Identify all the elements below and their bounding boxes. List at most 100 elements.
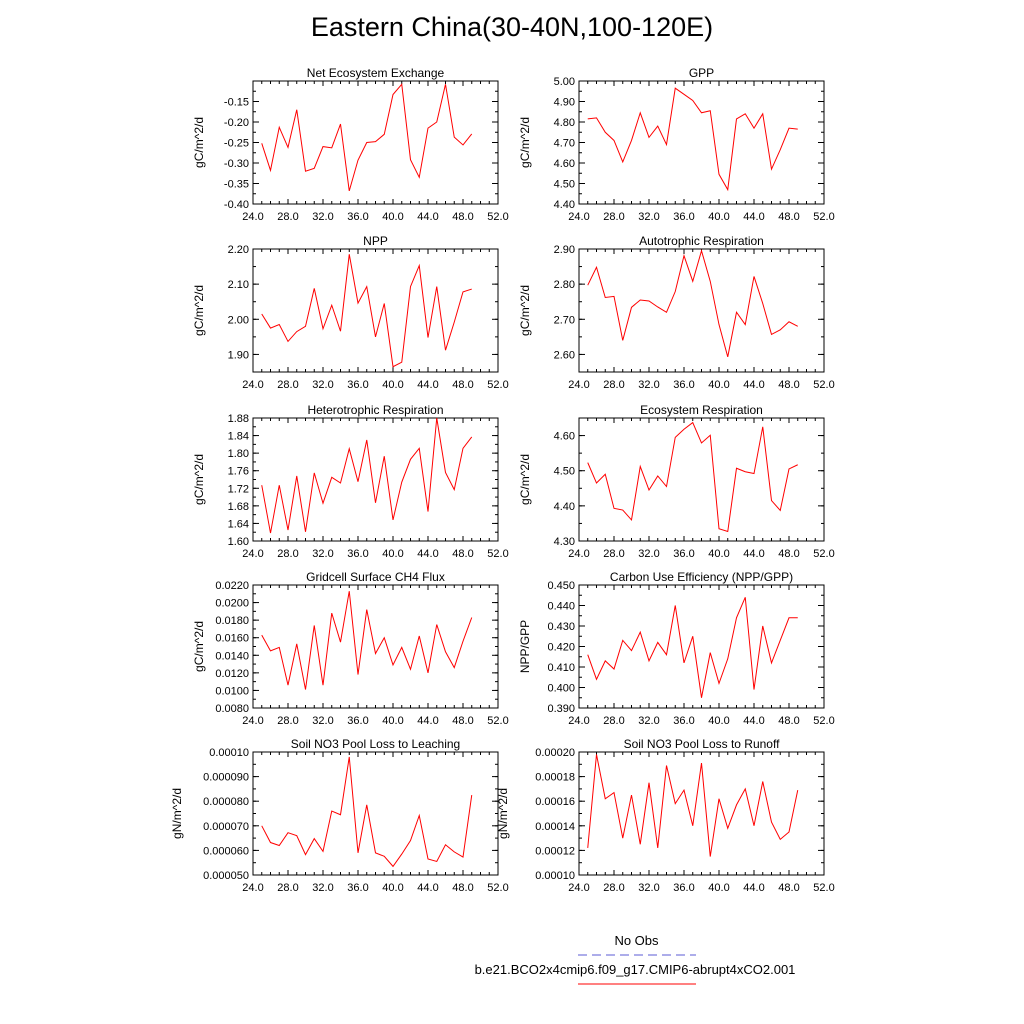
y-tick-label: 4.30 [554,536,575,548]
panel-gridcell-surface-ch4-flux: Gridcell Surface CH4 Flux gC/m^2/d 24.0 28.… [192,570,509,727]
y-tick-label: 0.000060 [203,845,249,857]
y-tick-label: 1.72 [228,483,249,495]
panel-title: Soil NO3 Pool Loss to Runoff [624,737,781,751]
x-tick-label: 32.0 [638,715,659,727]
x-tick-label: 44.0 [743,715,764,727]
x-tick-label: 28.0 [603,379,624,391]
x-tick-label: 52.0 [813,882,834,894]
x-tick-label: 32.0 [312,211,333,223]
legend-label-no-obs: No Obs [614,933,659,948]
panel-npp: NPP gC/m^2/d 24.0 28.0 32.0 36.0 40.0 44.0 48.0 5… [192,234,509,391]
y-tick-label: 4.50 [554,179,575,191]
x-tick-label: 28.0 [277,548,298,560]
y-tick-label: 2.80 [554,279,575,291]
plot-frame [252,80,499,205]
y-tick-label: -0.15 [224,97,249,109]
series-line [587,421,798,533]
y-tick-label: -0.35 [224,179,249,191]
series-line [587,597,798,698]
y-tick-label: 0.400 [547,683,575,695]
x-tick-label: 40.0 [382,715,403,727]
panel-ecosystem-respiration: Ecosystem Respiration gC/m^2/d 24.0 28.0 32.… [518,403,835,560]
y-tick-label: 0.0220 [215,580,249,592]
x-tick-label: 44.0 [417,715,438,727]
y-tick-label: 4.70 [554,138,575,150]
x-tick-label: 44.0 [417,548,438,560]
y-tick-label: 0.450 [547,580,575,592]
y-tick-label: 0.000090 [203,772,249,784]
x-tick-label: 24.0 [242,715,263,727]
y-tick-label: 0.420 [547,642,575,654]
x-tick-label: 32.0 [638,211,659,223]
x-tick-label: 48.0 [778,211,799,223]
x-tick-label: 36.0 [347,548,368,560]
panel-title: Autotrophic Respiration [639,234,764,248]
x-tick-label: 36.0 [673,548,694,560]
x-tick-label: 44.0 [743,211,764,223]
y-axis-label: gN/m^2/d [496,788,510,839]
y-tick-label: 1.90 [228,349,249,361]
x-tick-label: 32.0 [312,379,333,391]
x-tick-label: 36.0 [673,882,694,894]
y-axis-label: gC/m^2/d [518,285,532,336]
y-axis-label: gC/m^2/d [518,454,532,505]
y-tick-label: 5.00 [554,76,575,88]
y-axis-label: gC/m^2/d [192,454,206,505]
x-tick-label: 40.0 [708,211,729,223]
x-tick-label: 36.0 [347,882,368,894]
x-tick-label: 32.0 [312,882,333,894]
y-tick-label: 1.88 [228,413,249,425]
series-line [261,756,473,868]
x-tick-label: 40.0 [708,379,729,391]
y-tick-label: -0.40 [224,199,249,211]
x-tick-label: 28.0 [277,715,298,727]
x-tick-label: 48.0 [452,548,473,560]
x-tick-label: 40.0 [708,715,729,727]
y-tick-label: -0.20 [224,117,249,129]
y-axis-label: gC/m^2/d [518,117,532,168]
x-tick-label: 36.0 [347,715,368,727]
x-tick-label: 40.0 [708,548,729,560]
x-tick-label: 24.0 [242,211,263,223]
x-tick-label: 40.0 [382,211,403,223]
x-tick-label: 48.0 [778,379,799,391]
series-line [587,754,799,857]
y-tick-label: 0.0120 [215,668,249,680]
x-tick-label: 24.0 [242,882,263,894]
x-tick-label: 44.0 [743,882,764,894]
y-tick-label: 0.00010 [209,747,249,759]
y-tick-label: 4.50 [554,466,575,478]
legend [578,954,696,985]
x-tick-label: 32.0 [638,882,659,894]
x-tick-label: 24.0 [568,211,589,223]
y-tick-label: 0.0160 [215,633,249,645]
plot-frame [578,751,825,876]
x-tick-label: 52.0 [813,715,834,727]
y-tick-label: 0.00010 [535,870,575,882]
plot-frame [578,584,825,709]
x-tick-label: 52.0 [813,379,834,391]
y-tick-label: -0.25 [224,138,249,150]
panel-gpp: GPP gC/m^2/d 24.0 28.0 32.0 36.0 40.0 44.0 48.0 5… [518,66,835,223]
y-tick-label: 0.0100 [215,685,249,697]
panel-title: Carbon Use Efficiency (NPP/GPP) [610,570,793,584]
x-tick-label: 36.0 [347,211,368,223]
y-tick-label: 0.000070 [203,821,249,833]
x-tick-label: 32.0 [312,548,333,560]
plot-frame [252,417,499,542]
y-tick-label: 0.0180 [215,615,249,627]
x-tick-label: 28.0 [603,882,624,894]
y-tick-label: 0.390 [547,703,575,715]
x-tick-label: 28.0 [603,715,624,727]
x-tick-label: 52.0 [813,211,834,223]
y-tick-label: 0.0200 [215,598,249,610]
y-tick-label: 0.0140 [215,650,249,662]
panel-title: Ecosystem Respiration [640,403,763,417]
panel-title: GPP [689,66,714,80]
x-tick-label: 48.0 [778,882,799,894]
plot-frame [578,80,825,205]
y-tick-label: 0.000080 [203,796,249,808]
x-tick-label: 48.0 [778,548,799,560]
x-tick-label: 52.0 [813,548,834,560]
